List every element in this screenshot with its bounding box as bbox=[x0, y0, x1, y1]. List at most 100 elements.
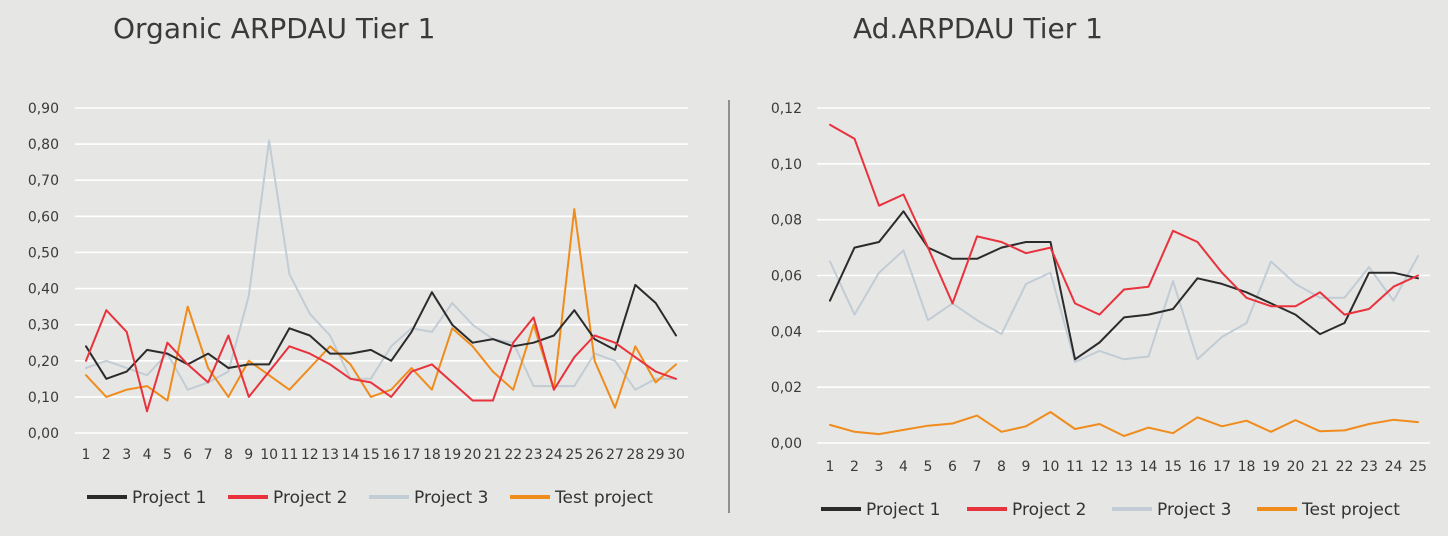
x-tick-label: 13 bbox=[321, 447, 339, 463]
x-tick-label: 9 bbox=[1022, 459, 1031, 475]
x-tick-label: 25 bbox=[1409, 459, 1427, 475]
x-tick-label: 13 bbox=[1115, 459, 1133, 475]
x-tick-label: 18 bbox=[423, 447, 441, 463]
y-tick-label: 0,20 bbox=[28, 354, 59, 370]
y-tick-label: 0,10 bbox=[28, 390, 59, 406]
legend-label: Project 1 bbox=[132, 488, 206, 508]
x-tick-label: 3 bbox=[122, 447, 131, 463]
x-tick-label: 10 bbox=[260, 447, 278, 463]
x-tick-label: 12 bbox=[301, 447, 319, 463]
y-tick-label: 0,06 bbox=[771, 269, 802, 285]
y-tick-label: 0,00 bbox=[28, 426, 59, 442]
legend-label: Project 3 bbox=[1157, 500, 1231, 520]
x-tick-label: 11 bbox=[281, 447, 299, 463]
x-tick-label: 3 bbox=[875, 459, 884, 475]
x-tick-label: 14 bbox=[1140, 459, 1158, 475]
x-tick-label: 2 bbox=[102, 447, 111, 463]
legend-label: Test project bbox=[1301, 500, 1400, 520]
legend-item-project-1: Project 1 bbox=[87, 488, 206, 508]
x-tick-label: 8 bbox=[224, 447, 233, 463]
y-tick-label: 0,04 bbox=[771, 324, 802, 340]
series-line-project-1 bbox=[85, 283, 677, 380]
x-tick-label: 15 bbox=[1164, 459, 1182, 475]
legend-item-project-3: Project 3 bbox=[1112, 500, 1231, 520]
legend-item-project-3: Project 3 bbox=[369, 488, 488, 508]
x-tick-label: 16 bbox=[382, 447, 400, 463]
ad-arpdau-chart: 0,000,020,040,060,080,100,121 2 3 4 5 6 7 8 9 10 1… bbox=[771, 101, 1430, 520]
x-tick-label: 23 bbox=[1360, 459, 1378, 475]
series-line-project-3 bbox=[829, 249, 1419, 363]
x-tick-label: 7 bbox=[204, 447, 213, 463]
x-tick-label: 28 bbox=[626, 447, 644, 463]
y-tick-label: 0,40 bbox=[28, 282, 59, 298]
x-tick-label: 23 bbox=[525, 447, 543, 463]
x-tick-label: 21 bbox=[484, 447, 502, 463]
y-tick-label: 0,08 bbox=[771, 213, 802, 229]
x-tick-label: 2 bbox=[850, 459, 859, 475]
y-tick-label: 0,50 bbox=[28, 245, 59, 261]
x-tick-label: 21 bbox=[1311, 459, 1329, 475]
legend-item-project-1: Project 1 bbox=[821, 500, 940, 520]
x-tick-label: 25 bbox=[565, 447, 583, 463]
x-tick-label: 22 bbox=[1336, 459, 1354, 475]
x-tick-label: 19 bbox=[443, 447, 461, 463]
y-tick-label: 0,60 bbox=[28, 209, 59, 225]
y-tick-label: 0,12 bbox=[771, 101, 802, 117]
x-tick-label: 8 bbox=[997, 459, 1006, 475]
legend-item-project-2: Project 2 bbox=[228, 488, 347, 508]
x-tick-label: 15 bbox=[362, 447, 380, 463]
x-tick-label: 4 bbox=[143, 447, 152, 463]
legend-label: Project 1 bbox=[866, 500, 940, 520]
x-tick-label: 1 bbox=[82, 447, 91, 463]
organic-arpdau-chart: 0,00 0,10 0,20 0,30 0,40 0,50 0,60 0,70 0,80 0,90… bbox=[28, 101, 688, 508]
x-tick-label: 24 bbox=[1385, 459, 1403, 475]
legend-item-project-2: Project 2 bbox=[967, 500, 1086, 520]
y-tick-label: 0,70 bbox=[28, 173, 59, 189]
x-tick-label: 29 bbox=[647, 447, 665, 463]
series-line-project-2 bbox=[85, 309, 677, 413]
x-tick-label: 12 bbox=[1091, 459, 1109, 475]
x-tick-label: 6 bbox=[948, 459, 957, 475]
x-tick-label: 1 bbox=[826, 459, 835, 475]
x-tick-label: 5 bbox=[924, 459, 933, 475]
x-tick-label: 17 bbox=[1213, 459, 1231, 475]
legend-label: Project 2 bbox=[273, 488, 347, 508]
x-tick-label: 16 bbox=[1189, 459, 1207, 475]
legend-label: Project 2 bbox=[1012, 500, 1086, 520]
x-tick-label: 14 bbox=[342, 447, 360, 463]
x-tick-label: 6 bbox=[183, 447, 192, 463]
x-tick-label: 10 bbox=[1042, 459, 1060, 475]
x-tick-label: 4 bbox=[899, 459, 908, 475]
x-tick-label: 9 bbox=[244, 447, 253, 463]
x-tick-label: 19 bbox=[1262, 459, 1280, 475]
series-line-test-project bbox=[85, 208, 677, 409]
x-tick-label: 18 bbox=[1238, 459, 1256, 475]
series-line-project-3 bbox=[85, 139, 677, 391]
legend-label: Test project bbox=[554, 488, 653, 508]
y-tick-label: 0,00 bbox=[771, 436, 802, 452]
series-line-test-project bbox=[829, 411, 1419, 437]
series-line-project-2 bbox=[829, 123, 1419, 316]
legend-item-test-project: Test project bbox=[1257, 500, 1400, 520]
x-tick-label: 20 bbox=[1287, 459, 1305, 475]
y-tick-label: 0,10 bbox=[771, 157, 802, 173]
x-tick-label: 22 bbox=[504, 447, 522, 463]
x-tick-label: 11 bbox=[1066, 459, 1084, 475]
x-tick-label: 17 bbox=[403, 447, 421, 463]
series-line-project-1 bbox=[829, 210, 1419, 361]
chart-title-ad: Ad.ARPDAU Tier 1 bbox=[853, 12, 1103, 45]
x-tick-label: 24 bbox=[545, 447, 563, 463]
x-tick-label: 26 bbox=[586, 447, 604, 463]
y-tick-label: 0,02 bbox=[771, 380, 802, 396]
x-tick-label: 5 bbox=[163, 447, 172, 463]
y-tick-label: 0,80 bbox=[28, 137, 59, 153]
x-tick-label: 20 bbox=[464, 447, 482, 463]
legend-item-test-project: Test project bbox=[510, 488, 653, 508]
x-tick-label: 30 bbox=[667, 447, 685, 463]
x-tick-label: 27 bbox=[606, 447, 624, 463]
y-tick-label: 0,90 bbox=[28, 101, 59, 117]
legend-label: Project 3 bbox=[414, 488, 488, 508]
x-tick-label: 7 bbox=[973, 459, 982, 475]
chart-title-organic: Organic ARPDAU Tier 1 bbox=[113, 12, 436, 45]
